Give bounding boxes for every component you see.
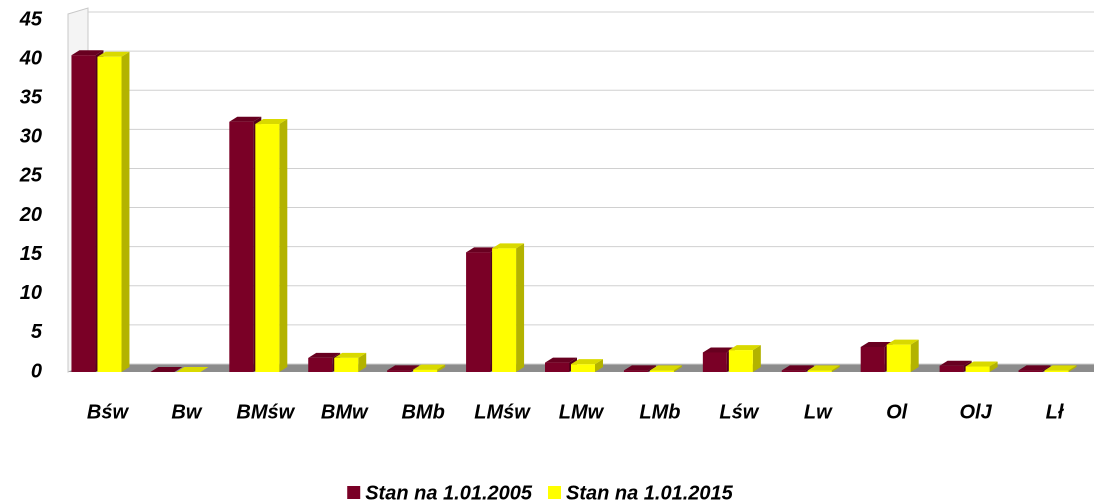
bar-top	[571, 359, 603, 365]
x-tick-label: OlJ	[959, 401, 992, 423]
x-tick-label: Bśw	[87, 401, 130, 423]
bar	[466, 252, 491, 372]
bar-top	[229, 116, 262, 122]
bar-side	[437, 364, 446, 372]
bar	[623, 370, 648, 372]
bar-top	[492, 243, 525, 249]
bar-side	[1042, 365, 1051, 372]
bar-side	[595, 359, 603, 372]
bar-top	[965, 361, 998, 367]
bar-top	[150, 367, 183, 372]
y-tick-label: 10	[20, 282, 42, 304]
bar-side	[910, 339, 919, 372]
bar	[702, 352, 727, 372]
bar	[229, 121, 254, 372]
bar	[728, 350, 753, 372]
x-tick-label: Lśw	[719, 401, 759, 423]
bar	[939, 365, 964, 372]
bar-top	[71, 50, 104, 56]
bar-top	[807, 365, 840, 371]
x-tick-label: Lw	[804, 401, 833, 423]
x-tick-label: BMśw	[236, 401, 295, 423]
bar	[649, 370, 674, 372]
bar	[255, 124, 280, 372]
y-tick-label: 5	[31, 321, 43, 343]
bar-side	[121, 51, 130, 373]
bar	[97, 56, 122, 373]
bar-top	[255, 119, 288, 125]
bar-top	[860, 341, 893, 347]
bar-top	[387, 365, 420, 371]
x-tick-label: Lł	[1046, 401, 1065, 423]
bar	[571, 364, 595, 372]
x-tick-label: BMw	[321, 401, 369, 423]
y-tick-label: 0	[31, 360, 42, 382]
bar	[781, 370, 806, 372]
bar-top	[1044, 365, 1077, 371]
bar	[71, 55, 96, 372]
bar-side	[805, 365, 814, 372]
legend-label: Stan na 1.01.2015	[566, 482, 734, 503]
bar-top	[97, 51, 130, 57]
bar-top	[1018, 365, 1051, 371]
x-tick-label: LMb	[639, 401, 680, 423]
y-tick-label: 45	[19, 8, 43, 30]
bar-side	[1068, 365, 1077, 372]
y-tick-label: 30	[20, 126, 42, 148]
bar-side	[673, 365, 682, 372]
bar-top	[545, 357, 577, 363]
bar-side	[279, 119, 288, 372]
bar	[1018, 370, 1043, 372]
x-tick-label: Ol	[886, 401, 908, 423]
legend-swatch	[347, 486, 361, 499]
bar-top	[334, 352, 367, 358]
bar-top	[413, 364, 446, 370]
bar	[545, 362, 569, 372]
bar	[1044, 370, 1069, 372]
bar-side	[752, 345, 761, 372]
bar-top	[781, 365, 814, 371]
bar-top	[939, 360, 972, 366]
x-tick-label: Bw	[171, 401, 202, 423]
bar-top	[176, 367, 209, 372]
bar-top	[886, 339, 919, 345]
bar-top	[308, 352, 341, 358]
legend-label: Stan na 1.01.2005	[365, 482, 533, 503]
bar	[860, 346, 885, 372]
bar-top	[466, 247, 499, 253]
bar-top	[728, 345, 761, 351]
bar	[308, 357, 333, 372]
bar	[886, 344, 911, 372]
y-tick-label: 20	[19, 204, 42, 226]
bar	[387, 370, 412, 372]
bar-side	[989, 361, 998, 372]
bar-top	[649, 365, 682, 371]
y-tick-label: 35	[20, 87, 43, 109]
bar-side	[358, 352, 367, 372]
x-tick-label: LMw	[559, 401, 605, 423]
x-tick-label: BMb	[401, 401, 444, 423]
bar-top	[623, 365, 656, 371]
bar	[807, 370, 832, 372]
y-tick-label: 25	[19, 165, 43, 187]
y-tick-label: 15	[20, 243, 43, 265]
x-tick-label: LMśw	[474, 401, 531, 423]
bar-side	[516, 243, 525, 372]
bar	[492, 248, 517, 372]
bar-side	[831, 365, 840, 372]
bar-top	[702, 347, 735, 353]
bar	[334, 357, 359, 372]
legend-swatch	[548, 486, 561, 499]
bar	[965, 366, 990, 372]
bar	[413, 369, 438, 372]
bar-side	[647, 365, 656, 372]
y-tick-label: 40	[19, 47, 42, 69]
